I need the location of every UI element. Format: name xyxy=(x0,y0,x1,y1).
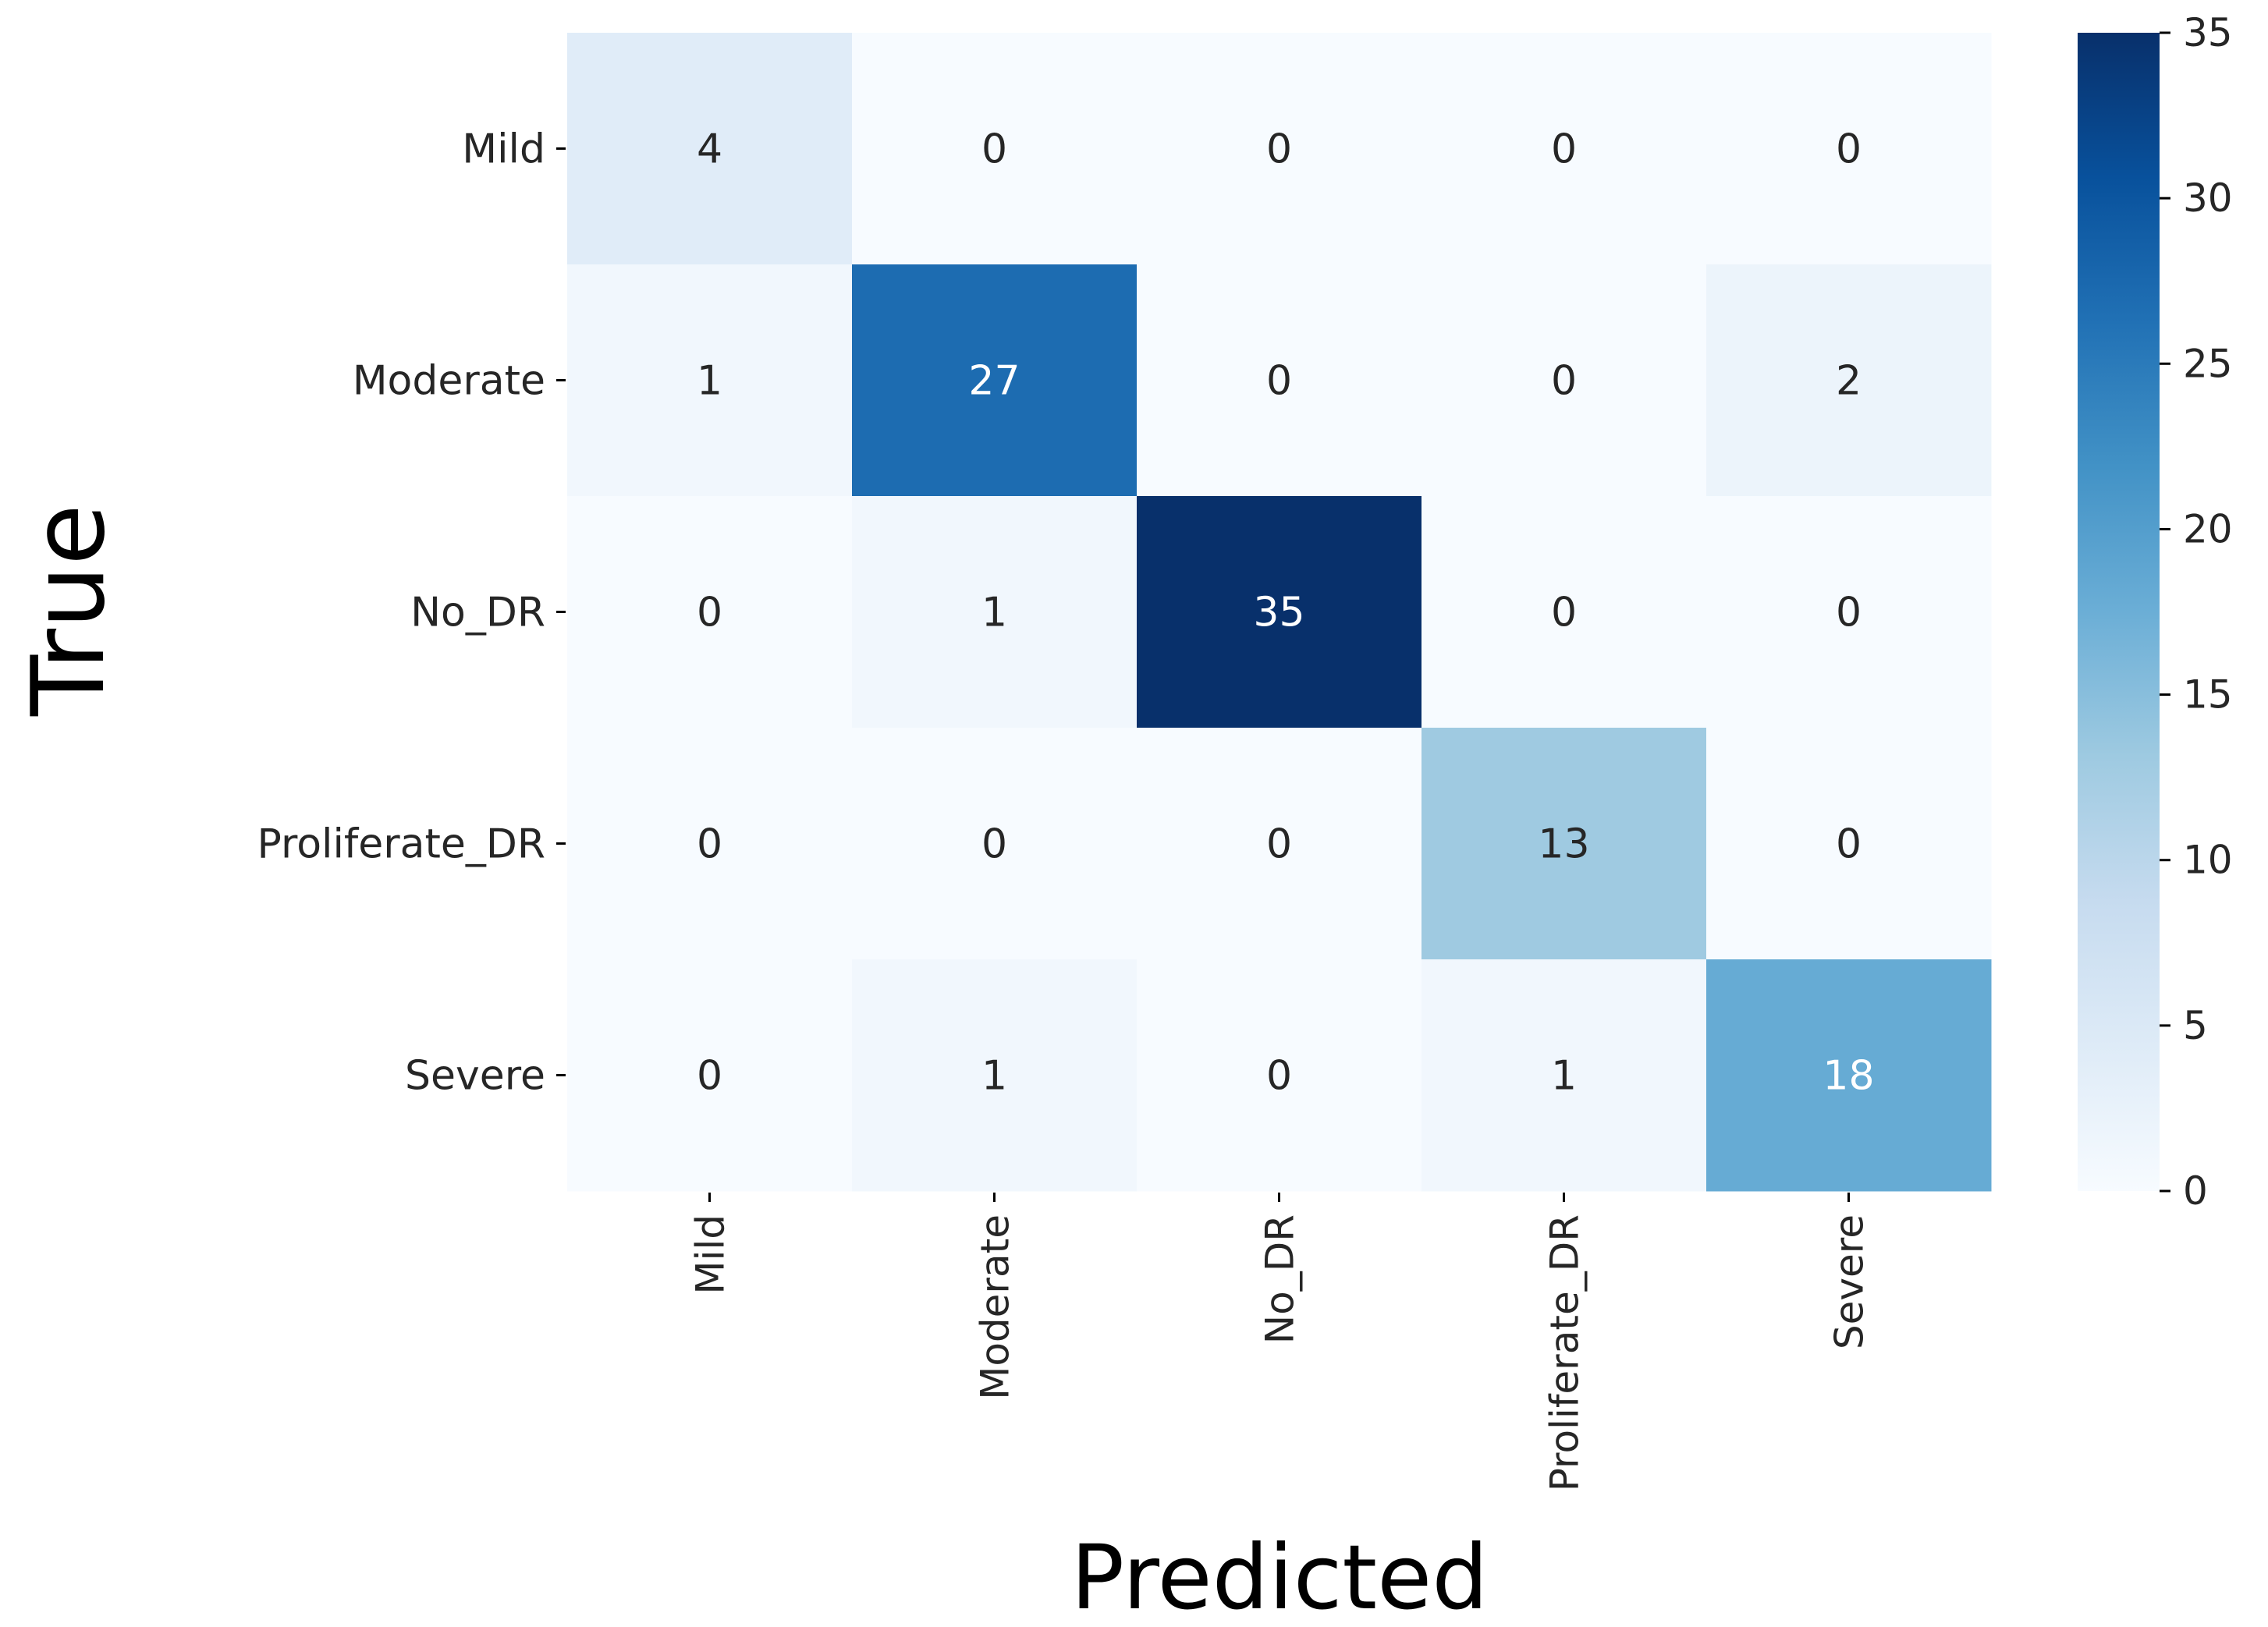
colorbar-gradient xyxy=(2078,33,2160,1191)
x-axis-title: Predicted xyxy=(1070,1526,1488,1627)
colorbar-tick-label: 25 xyxy=(2183,341,2233,386)
colorbar-tick-label: 35 xyxy=(2183,10,2233,55)
heatmap-cell xyxy=(567,728,853,960)
cell-value-label: 0 xyxy=(981,126,1007,173)
cell-value-label: 0 xyxy=(1266,358,1292,405)
cell-value-label: 1 xyxy=(1551,1053,1577,1100)
heatmap-cell xyxy=(1137,264,1422,497)
cell-value-label: 0 xyxy=(1266,821,1292,868)
cell-value-label: 27 xyxy=(968,358,1020,405)
colorbar: 0 5 10 15 20 25 30 35 xyxy=(2078,10,2233,1214)
colorbar-tick-label: 10 xyxy=(2183,838,2233,883)
heatmap-cell xyxy=(567,496,853,728)
y-tick-label: Mild xyxy=(462,126,545,173)
x-tick-label: Moderate xyxy=(973,1214,1018,1400)
cell-value-label: 0 xyxy=(697,590,722,636)
x-tick-label: No_DR xyxy=(1258,1214,1303,1344)
heatmap-cell xyxy=(1137,728,1422,960)
cell-value-label: 0 xyxy=(1266,126,1292,173)
heatmap-cell xyxy=(1137,959,1422,1192)
heatmap-cell xyxy=(567,959,853,1192)
cell-value-label: 0 xyxy=(1836,590,1862,636)
heatmap-cell xyxy=(1706,33,1992,265)
heatmap-cells: 4 0 0 0 0 1 27 0 0 2 0 1 35 0 0 0 0 0 13 0 0 1 0 1 18 xyxy=(567,33,1992,1192)
cell-value-label: 0 xyxy=(1551,358,1577,405)
y-tick-label: Moderate xyxy=(353,358,545,405)
heatmap-cell xyxy=(852,496,1138,728)
x-axis-ticks: Mild Moderate No_DR Proliferate_DR Severe xyxy=(688,1193,1872,1491)
cell-value-label: 0 xyxy=(697,821,722,868)
heatmap-cell xyxy=(567,33,853,265)
cell-value-label: 0 xyxy=(697,1053,722,1100)
heatmap-cell xyxy=(852,33,1138,265)
cell-value-label: 1 xyxy=(981,1053,1007,1100)
heatmap-cell xyxy=(852,264,1138,497)
cell-value-label: 4 xyxy=(697,126,722,173)
cell-value-label: 2 xyxy=(1836,358,1862,405)
colorbar-tick-label: 15 xyxy=(2183,672,2233,718)
colorbar-tick-label: 30 xyxy=(2183,175,2233,221)
y-tick-label: Severe xyxy=(405,1053,545,1100)
cell-value-label: 0 xyxy=(1551,126,1577,173)
heatmap-cell xyxy=(1421,33,1707,265)
colorbar-tick-label: 5 xyxy=(2183,1003,2208,1048)
cell-value-label: 1 xyxy=(981,590,1007,636)
cell-value-label: 0 xyxy=(981,821,1007,868)
heatmap-cell xyxy=(852,959,1138,1192)
heatmap-cell xyxy=(852,728,1138,960)
x-tick-label: Proliferate_DR xyxy=(1542,1214,1588,1491)
heatmap-cell xyxy=(1421,496,1707,728)
heatmap-cell xyxy=(1421,728,1707,960)
heatmap-cell xyxy=(1706,959,1992,1192)
cell-value-label: 0 xyxy=(1266,1053,1292,1100)
heatmap-cell xyxy=(1421,264,1707,497)
cell-value-label: 0 xyxy=(1836,821,1862,868)
y-axis-ticks: Mild Moderate No_DR Proliferate_DR Severe xyxy=(257,126,566,1100)
cell-value-label: 1 xyxy=(697,358,722,405)
y-axis-title: True xyxy=(11,504,127,717)
heatmap-cell xyxy=(1421,959,1707,1192)
colorbar-tick-label: 0 xyxy=(2183,1168,2208,1214)
heatmap-cell xyxy=(1706,264,1992,497)
cell-value-label: 0 xyxy=(1836,126,1862,173)
heatmap-cell xyxy=(1706,728,1992,960)
cell-value-label: 13 xyxy=(1538,821,1589,868)
heatmap-cell xyxy=(1137,33,1422,265)
heatmap-cell xyxy=(567,264,853,497)
heatmap-cell xyxy=(1137,496,1422,728)
heatmap-cell xyxy=(1706,496,1992,728)
y-tick-label: Proliferate_DR xyxy=(257,821,545,868)
cell-value-label: 18 xyxy=(1823,1053,1874,1100)
colorbar-tick-label: 20 xyxy=(2183,506,2233,551)
y-tick-label: No_DR xyxy=(410,590,545,636)
cell-value-label: 35 xyxy=(1253,590,1304,636)
x-tick-label: Severe xyxy=(1827,1214,1872,1349)
x-tick-label: Mild xyxy=(688,1214,733,1295)
cell-value-label: 0 xyxy=(1551,590,1577,636)
